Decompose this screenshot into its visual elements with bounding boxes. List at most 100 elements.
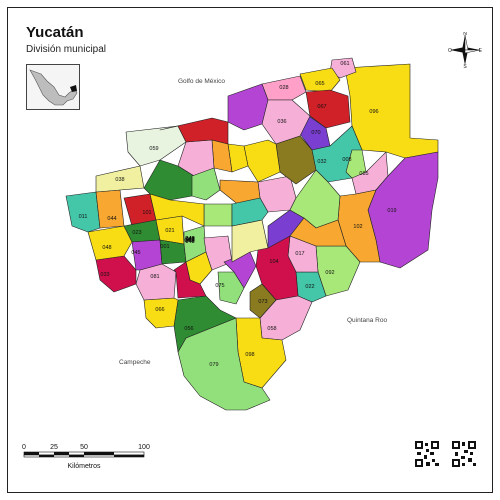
- compass-s: S: [463, 64, 467, 68]
- svg-text:043: 043: [185, 237, 194, 243]
- quintana-roo-label: Quintana Roo: [347, 317, 388, 324]
- svg-text:001: 001: [160, 244, 169, 250]
- svg-text:022: 022: [305, 284, 314, 290]
- svg-text:043: 043: [185, 236, 194, 242]
- svg-text:043: 043: [185, 237, 194, 243]
- mexico-outline-icon: [29, 69, 78, 106]
- svg-text:043: 043: [185, 237, 194, 243]
- svg-text:043: 043: [185, 237, 194, 243]
- municipality-063: [227, 83, 269, 131]
- svg-text:043: 043: [185, 237, 194, 243]
- svg-text:043: 043: [185, 237, 194, 243]
- svg-text:043: 043: [185, 237, 194, 243]
- svg-text:043: 043: [185, 237, 194, 243]
- svg-text:043: 043: [185, 237, 194, 243]
- svg-text:032: 032: [317, 159, 326, 165]
- svg-text:043: 043: [185, 237, 194, 243]
- svg-text:043: 043: [185, 237, 194, 243]
- svg-text:038: 038: [115, 177, 124, 183]
- svg-text:043: 043: [185, 236, 194, 242]
- svg-text:081: 081: [150, 274, 159, 280]
- svg-text:065: 065: [315, 81, 324, 87]
- svg-text:043: 043: [185, 236, 194, 242]
- svg-text:043: 043: [185, 237, 194, 243]
- municipality-048: [87, 225, 133, 261]
- qr-code-icon: [414, 440, 440, 468]
- svg-text:043: 043: [185, 237, 194, 243]
- compass-rose-icon: N E S O: [448, 32, 483, 68]
- svg-text:043: 043: [185, 237, 194, 243]
- svg-text:043: 043: [185, 237, 194, 243]
- municipality-050: [143, 159, 195, 201]
- svg-text:043: 043: [185, 237, 194, 243]
- svg-text:043: 043: [185, 237, 194, 243]
- svg-text:043: 043: [185, 237, 194, 243]
- svg-text:028: 028: [279, 85, 288, 91]
- campeche-label: Campeche: [119, 359, 151, 366]
- svg-text:043: 043: [185, 239, 194, 245]
- svg-text:067: 067: [317, 104, 326, 110]
- municipality-045: [131, 239, 163, 271]
- municipality-012: [149, 193, 205, 227]
- svg-text:043: 043: [185, 239, 194, 245]
- svg-text:043: 043: [185, 237, 194, 243]
- svg-text:043: 043: [185, 237, 194, 243]
- qr-code-icon: [451, 440, 477, 468]
- svg-text:070: 070: [311, 130, 320, 136]
- svg-text:079: 079: [209, 362, 218, 368]
- svg-text:043: 043: [185, 237, 194, 243]
- svg-text:043: 043: [185, 237, 194, 243]
- municipality-056: [173, 295, 237, 353]
- municipality-003: [231, 197, 269, 227]
- svg-text:043: 043: [185, 237, 194, 243]
- svg-text:043: 043: [185, 237, 194, 243]
- map-subtitle: División municipal: [26, 44, 107, 55]
- svg-text:043: 043: [185, 237, 194, 243]
- svg-text:085: 085: [359, 171, 368, 177]
- svg-text:044: 044: [107, 216, 116, 222]
- municipality-066: [143, 297, 179, 329]
- locator-inset-map: [26, 64, 80, 110]
- svg-text:048: 048: [102, 245, 111, 251]
- svg-text:096: 096: [369, 109, 378, 115]
- svg-text:104: 104: [269, 259, 278, 265]
- svg-text:043: 043: [185, 237, 194, 243]
- svg-text:043: 043: [185, 237, 194, 243]
- svg-text:043: 043: [185, 237, 194, 243]
- svg-text:043: 043: [185, 237, 194, 243]
- svg-text:043: 043: [185, 237, 194, 243]
- svg-text:043: 043: [185, 237, 194, 243]
- municipality-041: [191, 167, 221, 201]
- svg-text:043: 043: [185, 237, 194, 243]
- municipality-055: [173, 261, 207, 299]
- svg-text:043: 043: [185, 237, 194, 243]
- svg-text:059: 059: [149, 146, 158, 152]
- svg-text:043: 043: [185, 237, 194, 243]
- svg-text:043: 043: [185, 237, 194, 243]
- svg-text:043: 043: [185, 237, 194, 243]
- svg-text:043: 043: [185, 237, 194, 243]
- municipality-011: [65, 191, 101, 233]
- svg-text:043: 043: [185, 237, 194, 243]
- svg-text:043: 043: [185, 237, 194, 243]
- svg-text:056: 056: [184, 326, 193, 332]
- svg-text:043: 043: [185, 237, 194, 243]
- svg-text:043: 043: [185, 237, 194, 243]
- municipality-075: [217, 271, 245, 305]
- svg-text:019: 019: [387, 208, 396, 214]
- compass-w: O: [448, 48, 452, 54]
- svg-text:043: 043: [185, 237, 194, 243]
- svg-text:043: 043: [185, 237, 194, 243]
- svg-text:043: 043: [184, 238, 193, 244]
- svg-text:043: 043: [185, 237, 194, 243]
- svg-text:058: 058: [267, 326, 276, 332]
- svg-text:043: 043: [185, 237, 194, 243]
- svg-text:092: 092: [325, 270, 334, 276]
- svg-text:017: 017: [295, 251, 304, 257]
- svg-text:043: 043: [185, 237, 194, 243]
- svg-text:043: 043: [185, 237, 194, 243]
- svg-text:045: 045: [131, 250, 140, 256]
- svg-text:043: 043: [185, 237, 194, 243]
- svg-text:023: 023: [132, 230, 141, 236]
- svg-text:043: 043: [185, 238, 194, 244]
